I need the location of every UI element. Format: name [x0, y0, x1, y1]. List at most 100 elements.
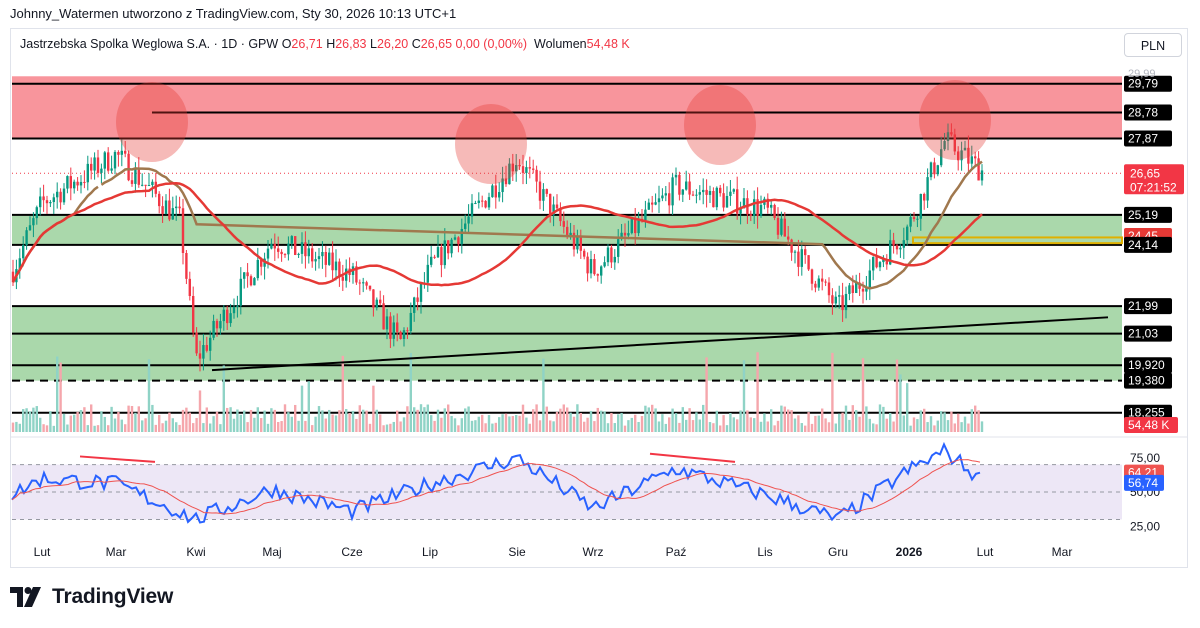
candle-body-11 [49, 202, 52, 204]
volume-bar-27 [103, 416, 106, 432]
volume-bar-169 [586, 417, 589, 432]
volume-bar-172 [596, 407, 599, 432]
candle-body-282 [970, 156, 973, 164]
candle-body-23 [90, 163, 93, 171]
x-axis-label-4: Cze [341, 545, 363, 559]
candle-body-181 [627, 233, 630, 236]
candle-body-38 [141, 184, 144, 186]
volume-bar-269 [926, 422, 929, 432]
tradingview-logo[interactable]: TradingView [10, 585, 173, 609]
volume-bar-68 [243, 410, 246, 432]
price-label-bg-10 [1124, 404, 1172, 421]
candle-body-55 [198, 353, 202, 359]
legend-close: 26,65 [420, 37, 453, 51]
candle-body-230 [793, 251, 797, 253]
candle-body-70 [249, 276, 253, 286]
candle-body-272 [936, 165, 939, 175]
volume-bar-207 [715, 410, 718, 432]
volume-bar-213 [736, 419, 739, 432]
candle-body-49 [178, 206, 181, 209]
candle-body-104 [365, 282, 368, 286]
candle-body-170 [589, 259, 593, 274]
volume-bar-228 [787, 409, 790, 432]
candle-body-97 [341, 276, 344, 281]
candle-body-184 [637, 218, 640, 234]
candle-body-260 [895, 245, 899, 250]
volume-bar-236 [814, 415, 817, 432]
volume-bar-283 [974, 405, 977, 432]
price-label-bg-5 [1124, 236, 1172, 253]
candle-body-252 [868, 270, 871, 289]
price-label-bg-6 [1124, 298, 1172, 315]
candle-body-154 [535, 169, 538, 182]
x-axis-label-12: Lut [977, 545, 994, 559]
price-label-bg-8 [1124, 357, 1172, 374]
volume-bar-126 [440, 417, 443, 432]
volume-bar-123 [430, 415, 433, 432]
candle-body-45 [164, 200, 168, 214]
candle-body-244 [841, 295, 844, 311]
candle-body-147 [511, 163, 514, 172]
volume-bar-215 [742, 360, 746, 432]
volume-bar-223 [770, 409, 773, 432]
candle-body-201 [695, 194, 698, 196]
volume-bar-191 [661, 414, 664, 432]
candle-body-192 [664, 193, 667, 196]
volume-label-bg [1124, 417, 1178, 433]
volume-bar-101 [355, 418, 358, 432]
candle-body-88 [311, 248, 314, 262]
candle-body-109 [382, 303, 385, 330]
yellow-band[interactable] [912, 236, 1123, 245]
volume-bar-30 [113, 418, 117, 432]
candle-body-254 [875, 257, 878, 268]
volume-bar-55 [198, 390, 202, 432]
rsi-tick-0: 75,00 [1130, 451, 1160, 465]
candle-body-269 [926, 177, 929, 201]
candle-body-141 [491, 185, 494, 198]
volume-bar-237 [817, 415, 820, 432]
volume-bar-221 [763, 413, 766, 432]
legend-symbol[interactable]: Jastrzebska Spolka Weglowa S.A. · 1D · G… [20, 37, 279, 51]
volume-bar-224 [773, 425, 776, 432]
candle-body-37 [137, 168, 140, 185]
candle-body-157 [545, 189, 548, 194]
candle-body-158 [549, 193, 552, 216]
volume-bar-153 [532, 409, 535, 432]
volume-bar-171 [593, 421, 596, 432]
rsi-divergence-1[interactable] [79, 455, 156, 463]
candle-body-119 [416, 297, 419, 302]
candle-body-160 [555, 204, 559, 209]
trendline[interactable] [211, 316, 1109, 372]
volume-bar-249 [858, 416, 861, 432]
volume-bar-72 [256, 407, 259, 432]
candle-body-133 [464, 223, 467, 229]
volume-bar-254 [875, 424, 878, 432]
candle-body-27 [103, 152, 106, 169]
volume-bar-132 [460, 418, 463, 432]
volume-bar-248 [855, 410, 858, 432]
volume-bar-125 [436, 409, 440, 432]
candle-body-73 [260, 259, 263, 267]
candle-body-95 [334, 261, 338, 271]
candle-body-68 [243, 272, 246, 279]
price-label-text-2: 27,87 [1128, 131, 1158, 145]
candle-body-47 [171, 208, 174, 220]
volume-bar-50 [181, 409, 185, 432]
candle-body-250 [861, 288, 865, 292]
currency-button[interactable]: PLN [1124, 33, 1182, 57]
candle-body-36 [134, 168, 137, 184]
volume-bar-12 [52, 425, 55, 432]
candle-body-89 [314, 259, 317, 262]
candle-body-219 [756, 199, 759, 216]
volume-bar-199 [688, 408, 691, 432]
volume-bar-98 [345, 409, 348, 432]
volume-bar-25 [96, 425, 100, 432]
candle-body-75 [266, 248, 270, 259]
candle-body-4 [25, 230, 28, 246]
candle-body-173 [600, 266, 603, 276]
volume-bar-262 [902, 415, 905, 432]
rsi-divergence-2[interactable] [649, 452, 736, 463]
volume-bar-56 [202, 423, 205, 432]
candle-body-275 [946, 132, 950, 142]
